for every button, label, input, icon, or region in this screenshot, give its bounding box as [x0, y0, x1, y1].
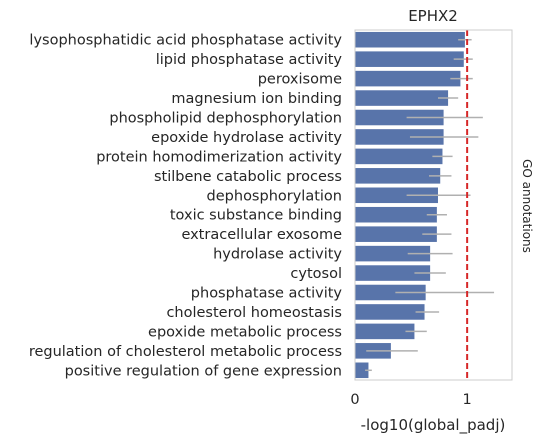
category-label: cytosol — [290, 266, 342, 282]
bar — [355, 109, 444, 126]
bar — [355, 323, 415, 340]
category-label: peroxisome — [258, 72, 342, 88]
bar — [355, 187, 438, 204]
right-side-label: GO annotations — [520, 159, 534, 253]
bars-group — [355, 31, 465, 379]
category-label: stilbene catabolic process — [154, 169, 342, 185]
error-bars — [365, 38, 495, 372]
bar — [355, 148, 443, 165]
x-tick-label: 0 — [350, 392, 359, 408]
category-label: positive regulation of gene expression — [65, 363, 342, 379]
bar — [355, 31, 465, 48]
category-label: epoxide metabolic process — [148, 324, 342, 340]
chart-title: EPHX2 — [408, 7, 458, 25]
bar — [355, 265, 431, 281]
category-label: toxic substance binding — [170, 208, 342, 224]
bar — [355, 168, 441, 184]
category-label: dephosphorylation — [207, 188, 342, 204]
category-label: hydrolase activity — [213, 247, 342, 263]
plot-frame — [354, 29, 513, 381]
bar — [355, 245, 431, 262]
bar — [355, 284, 426, 301]
category-label: phospholipid dephosphorylation — [109, 111, 342, 127]
bar — [355, 206, 437, 223]
category-labels: lysophosphatidic acid phosphatase activi… — [29, 33, 343, 380]
bar — [355, 129, 444, 145]
bar — [355, 90, 449, 106]
category-label: epoxide hydrolase activity — [151, 130, 342, 146]
bar — [355, 226, 437, 242]
category-label: lipid phosphatase activity — [156, 52, 343, 68]
category-label: phosphatase activity — [191, 286, 343, 302]
category-label: protein homodimerization activity — [96, 149, 342, 165]
category-label: extracellular exosome — [181, 227, 342, 243]
category-label: lysophosphatidic acid phosphatase activi… — [29, 33, 342, 49]
bar — [355, 362, 369, 379]
bar — [355, 51, 464, 67]
bar — [355, 304, 425, 320]
x-axis-title: -log10(global_padj) — [361, 416, 506, 435]
bar — [355, 70, 461, 87]
x-tick-label: 1 — [463, 392, 472, 408]
category-label: cholesterol homeostasis — [166, 305, 342, 321]
category-label: regulation of cholesterol metabolic proc… — [29, 344, 342, 360]
category-label: magnesium ion binding — [171, 91, 342, 107]
